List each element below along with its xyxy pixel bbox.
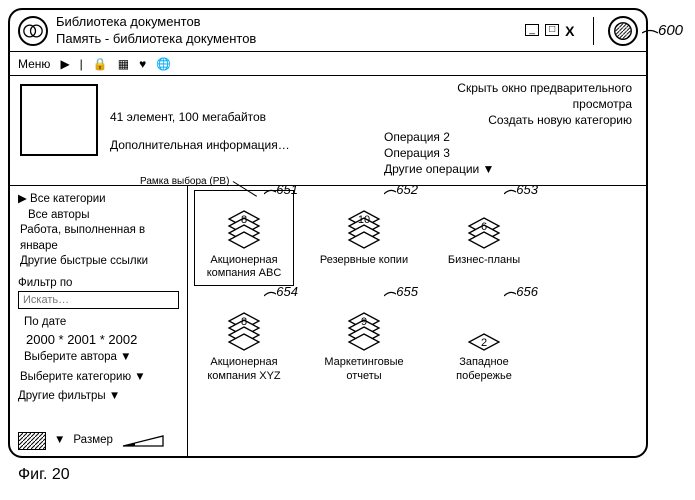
stack-icon: 6 bbox=[438, 196, 530, 252]
item-label: Западное побережье bbox=[438, 356, 530, 382]
svg-text:8: 8 bbox=[241, 316, 247, 328]
stack-icon: 10 bbox=[318, 196, 410, 252]
figure-ref-600: 600 bbox=[658, 22, 683, 39]
heart-icon[interactable]: ♥ bbox=[139, 57, 146, 71]
titlebar: Библиотека документов Память - библиотек… bbox=[10, 10, 646, 52]
svg-text:2: 2 bbox=[481, 337, 487, 349]
svg-text:10: 10 bbox=[358, 214, 370, 226]
date-range[interactable]: 2000 * 2001 * 2002 bbox=[18, 331, 179, 349]
pick-category-dropdown[interactable]: Выберите категорию ▼ bbox=[18, 370, 179, 386]
info-right: Скрыть окно предварительного просмотра С… bbox=[310, 76, 646, 185]
info-left: 41 элемент, 100 мегабайтов Дополнительна… bbox=[10, 76, 310, 185]
search-input[interactable] bbox=[18, 291, 179, 309]
titlebar-separator bbox=[593, 17, 595, 45]
sidebar-january-work[interactable]: Работа, выполненная в январе bbox=[18, 223, 179, 254]
item-ref-number: 656 bbox=[516, 284, 538, 300]
legend: ▼ Размер bbox=[18, 432, 165, 450]
item-label: Маркетинговые отчеты bbox=[318, 356, 410, 382]
svg-text:6: 6 bbox=[481, 221, 487, 233]
item-label: Резервные копии bbox=[318, 254, 410, 280]
preview-thumbnail bbox=[20, 84, 98, 156]
window-controls: _ □ X bbox=[525, 24, 574, 38]
main-row: ▶ Все категории Все авторы Работа, выпол… bbox=[10, 186, 646, 456]
window-subtitle: Память - библиотека документов bbox=[56, 31, 517, 47]
by-date-label: По дате bbox=[18, 315, 179, 331]
stack-icon: 8 bbox=[198, 196, 290, 252]
sidebar-quick-links[interactable]: Другие быстрые ссылки bbox=[18, 254, 179, 270]
operation-2-link[interactable]: Операция 2 bbox=[384, 129, 632, 145]
hide-preview-link[interactable]: Скрыть окно предварительного просмотра bbox=[324, 80, 632, 112]
sidebar-all-authors[interactable]: Все авторы bbox=[18, 208, 179, 224]
stack-icon: 9 bbox=[318, 298, 410, 354]
category-item[interactable]: 655 9 Маркетинговые отчеты bbox=[318, 298, 410, 382]
size-slider-icon[interactable] bbox=[121, 434, 165, 448]
category-item[interactable]: 654 8 Акционерная компания XYZ bbox=[198, 298, 290, 382]
menu-button[interactable]: Меню bbox=[18, 57, 50, 71]
globe-icon[interactable]: 🌐 bbox=[156, 57, 171, 71]
selection-frame-callout: Рамка выбора (РВ) bbox=[140, 176, 261, 187]
info-pane: 41 элемент, 100 мегабайтов Дополнительна… bbox=[10, 76, 646, 186]
close-button[interactable]: X bbox=[565, 24, 574, 38]
sidebar: ▶ Все категории Все авторы Работа, выпол… bbox=[10, 186, 188, 456]
sidebar-all-categories[interactable]: ▶ Все категории bbox=[18, 192, 179, 208]
item-ref-number: 655 bbox=[396, 284, 418, 300]
item-ref-number: 651 bbox=[276, 182, 298, 198]
category-item[interactable]: 653 6 Бизнес-планы bbox=[438, 196, 530, 280]
color-swatch[interactable] bbox=[18, 432, 46, 450]
filter-by-label: Фильтр по bbox=[18, 276, 179, 292]
toolbar: Меню ▶ | 🔒 ▦ ♥ 🌐 bbox=[10, 52, 646, 76]
other-operations-dropdown[interactable]: Другие операции ▼ bbox=[384, 161, 632, 177]
summary-text: 41 элемент, 100 мегабайтов bbox=[110, 110, 290, 124]
pick-author-dropdown[interactable]: Выберите автора ▼ bbox=[18, 350, 179, 366]
item-label: Акционерная компания XYZ bbox=[198, 356, 290, 382]
create-category-link[interactable]: Создать новую категорию bbox=[324, 112, 632, 128]
other-filters-dropdown[interactable]: Другие фильтры ▼ bbox=[18, 389, 179, 405]
play-icon[interactable]: ▶ bbox=[60, 57, 69, 71]
figure-caption: Фиг. 20 bbox=[18, 466, 70, 484]
operation-3-link[interactable]: Операция 3 bbox=[384, 145, 632, 161]
item-ref-number: 654 bbox=[276, 284, 298, 300]
items-grid: 651 8 Акционерная компания ABC 652 10 Ре… bbox=[198, 196, 636, 383]
item-label: Акционерная компания ABC bbox=[198, 254, 290, 280]
grid-icon[interactable]: ▦ bbox=[118, 57, 129, 71]
item-ref-number: 652 bbox=[396, 182, 418, 198]
window-title: Библиотека документов bbox=[56, 14, 517, 30]
item-label: Бизнес-планы bbox=[438, 254, 530, 280]
app-logo-icon bbox=[18, 16, 48, 46]
maximize-button[interactable]: □ bbox=[545, 24, 559, 36]
minimize-button[interactable]: _ bbox=[525, 24, 539, 36]
swatch-dropdown-icon[interactable]: ▼ bbox=[54, 433, 65, 449]
content-area: Рамка выбора (РВ) 651 8 Акционерная комп… bbox=[188, 186, 646, 456]
item-ref-number: 653 bbox=[516, 182, 538, 198]
lock-icon[interactable]: 🔒 bbox=[93, 57, 108, 71]
stack-icon: 2 bbox=[438, 298, 530, 354]
category-item[interactable]: 651 8 Акционерная компания ABC bbox=[198, 196, 290, 280]
window-titles: Библиотека документов Память - библиотек… bbox=[56, 14, 517, 47]
app-window: Библиотека документов Память - библиотек… bbox=[8, 8, 648, 458]
category-item[interactable]: 652 10 Резервные копии bbox=[318, 196, 410, 280]
stack-icon: 8 bbox=[198, 298, 290, 354]
more-info-link[interactable]: Дополнительная информация… bbox=[110, 138, 290, 152]
svg-text:9: 9 bbox=[361, 316, 367, 328]
svg-text:8: 8 bbox=[241, 214, 247, 226]
brand-glyph-icon bbox=[608, 16, 638, 46]
category-item[interactable]: 656 2 Западное побережье bbox=[438, 298, 530, 382]
size-label: Размер bbox=[73, 433, 113, 449]
toolbar-separator: | bbox=[80, 57, 83, 71]
